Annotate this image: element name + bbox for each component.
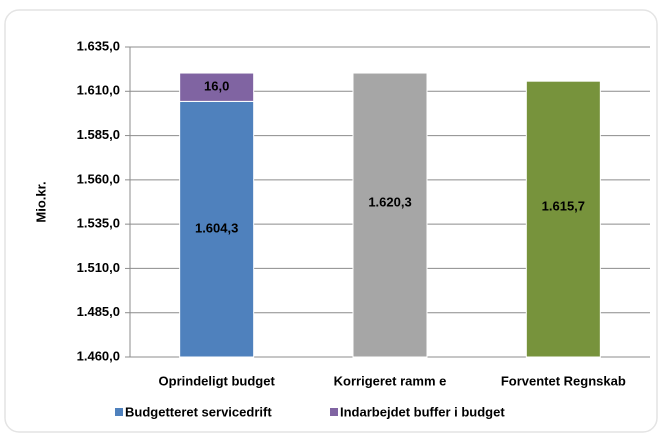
data-label: 1.604,3 <box>195 221 238 236</box>
bar-segment <box>525 80 601 358</box>
y-axis-label: Mio.kr. <box>33 181 48 222</box>
y-tick-label: 1.610,0 <box>77 83 120 98</box>
x-tick-label: Oprindeligt budget <box>159 373 276 388</box>
data-label: 1.615,7 <box>542 199 585 214</box>
legend-label: Budgetteret servicedrift <box>125 404 272 419</box>
y-tick-label: 1.485,0 <box>77 304 120 319</box>
legend-swatch <box>330 408 338 416</box>
x-tick-label: Forventet Regnskab <box>501 373 626 388</box>
y-tick-label: 1.535,0 <box>77 216 120 231</box>
y-tick-label: 1.560,0 <box>77 171 120 186</box>
bar-segment <box>179 100 255 358</box>
legend-swatch <box>115 408 123 416</box>
chart-frame <box>4 9 658 433</box>
y-tick-label: 1.510,0 <box>77 260 120 275</box>
y-tick-label: 1.585,0 <box>77 127 120 142</box>
y-tick-label: 1.635,0 <box>77 38 120 53</box>
x-tick-label: Korrigeret ramm e <box>334 373 447 388</box>
legend-label: Indarbejdet buffer i budget <box>340 404 505 419</box>
data-label: 16,0 <box>204 79 229 94</box>
y-tick-label: 1.460,0 <box>77 348 120 363</box>
bar-segment <box>352 72 428 358</box>
bar-segment <box>179 72 255 102</box>
data-label: 1.620,3 <box>368 194 411 209</box>
